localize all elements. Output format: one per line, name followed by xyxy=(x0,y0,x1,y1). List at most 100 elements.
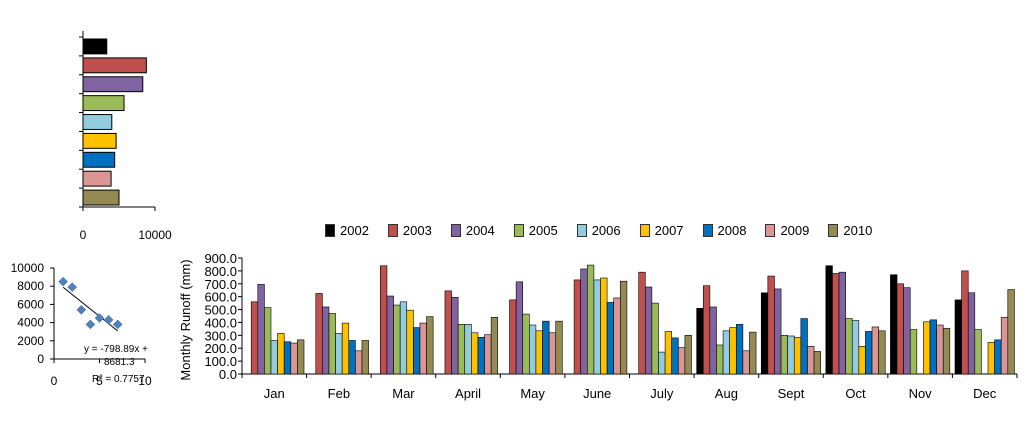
hbar xyxy=(82,170,112,187)
bar xyxy=(735,324,744,375)
bar xyxy=(832,273,840,375)
bar xyxy=(573,279,582,375)
hbar xyxy=(82,95,125,112)
bar xyxy=(406,309,414,375)
bar xyxy=(322,306,330,375)
bar xyxy=(283,341,292,375)
x-tick-label: Jan xyxy=(264,386,285,401)
bar xyxy=(800,318,808,375)
bar xyxy=(393,304,401,375)
bar xyxy=(264,307,272,375)
y-tick-label: 300.0 xyxy=(204,328,237,343)
scatter-point xyxy=(58,276,68,287)
bar xyxy=(644,286,653,375)
bar xyxy=(664,331,672,375)
y-tick-label: 700.0 xyxy=(204,277,237,292)
legend-label: 2003 xyxy=(402,223,432,238)
y-tick-label: 800.0 xyxy=(204,264,237,279)
bar xyxy=(961,270,969,375)
hbar xyxy=(82,151,116,168)
legend-item: 2005 xyxy=(513,223,558,238)
bar xyxy=(515,281,524,375)
bar xyxy=(871,326,879,375)
bar xyxy=(1000,316,1009,375)
bar xyxy=(555,320,563,375)
bar xyxy=(967,292,976,375)
bar xyxy=(896,283,904,375)
bar xyxy=(767,275,775,375)
scatter-point xyxy=(103,315,114,325)
bar xyxy=(994,339,1002,375)
chart-legend: 2002 2003 2004 2005 2006 2007 2008 2009 2010 xyxy=(325,223,891,238)
hbar xyxy=(82,57,147,74)
x-tick-label: June xyxy=(583,386,611,401)
bar xyxy=(270,340,278,375)
bar xyxy=(851,320,860,375)
bar xyxy=(297,339,305,375)
legend-item: 2009 xyxy=(765,223,809,238)
x-tick-label: 0 xyxy=(51,374,58,388)
bar xyxy=(593,279,601,375)
x-tick-label: July xyxy=(650,386,674,401)
legend-swatch xyxy=(702,224,713,237)
bar xyxy=(315,293,323,375)
legend-swatch xyxy=(513,224,524,237)
bar xyxy=(845,318,853,375)
legend-label: 2007 xyxy=(654,223,684,238)
y-tick-label: 6000 xyxy=(17,297,44,311)
bar xyxy=(606,302,615,375)
bar xyxy=(580,268,588,375)
horizontal-bar-chart: 0 10000 xyxy=(79,31,172,242)
bar xyxy=(335,333,343,375)
bar xyxy=(716,344,724,375)
scatter-point xyxy=(85,319,96,330)
bar xyxy=(780,335,788,375)
x-tick-label: May xyxy=(520,386,545,401)
trendline-equation: y = -798.89x + xyxy=(84,344,148,355)
bar xyxy=(535,330,543,375)
legend-swatch xyxy=(387,224,398,237)
y-tick-label: 600.0 xyxy=(204,290,237,305)
bar xyxy=(954,299,962,375)
y-tick-label: 0.0 xyxy=(219,367,237,382)
bar xyxy=(974,329,982,375)
bar xyxy=(413,327,421,375)
legend-label: 2002 xyxy=(340,223,369,238)
bar xyxy=(399,301,408,375)
legend-label: 2005 xyxy=(528,223,558,238)
x-tick-label: 10 xyxy=(138,374,152,388)
y-tick-label: 100.0 xyxy=(204,354,237,369)
scatter-chart: 0 2000 4000 6000 8000 10000 0 5 10 y = -798.89x +… xyxy=(11,261,152,388)
x-tick-label: Feb xyxy=(328,386,350,401)
hbar xyxy=(82,189,120,206)
bar xyxy=(490,316,499,375)
bar xyxy=(426,316,434,375)
bar xyxy=(825,265,833,375)
bar xyxy=(838,271,846,375)
x-tick-label: April xyxy=(455,386,481,401)
bar xyxy=(542,320,550,375)
bar xyxy=(380,265,388,375)
bar xyxy=(529,324,537,375)
legend-item: 2002 xyxy=(325,223,369,238)
bar xyxy=(936,324,944,375)
hbar xyxy=(82,114,113,130)
bar xyxy=(522,313,530,375)
bar xyxy=(774,288,782,375)
y-tick-label: 0 xyxy=(37,352,44,366)
x-tick-label: Dec xyxy=(973,386,997,401)
x-tick-label: Mar xyxy=(392,386,415,401)
x-tick-label: 10000 xyxy=(138,228,172,242)
r-squared-label: R² = 0.7757 xyxy=(92,374,145,385)
bar xyxy=(328,313,336,375)
hbar xyxy=(82,76,144,93)
legend-item: 2006 xyxy=(576,223,621,238)
bar xyxy=(277,333,285,375)
x-tick-label: Nov xyxy=(909,386,933,401)
bar xyxy=(457,324,466,375)
bar xyxy=(702,285,711,375)
legend-label: 2004 xyxy=(465,223,495,238)
legend-item: 2003 xyxy=(387,223,432,238)
